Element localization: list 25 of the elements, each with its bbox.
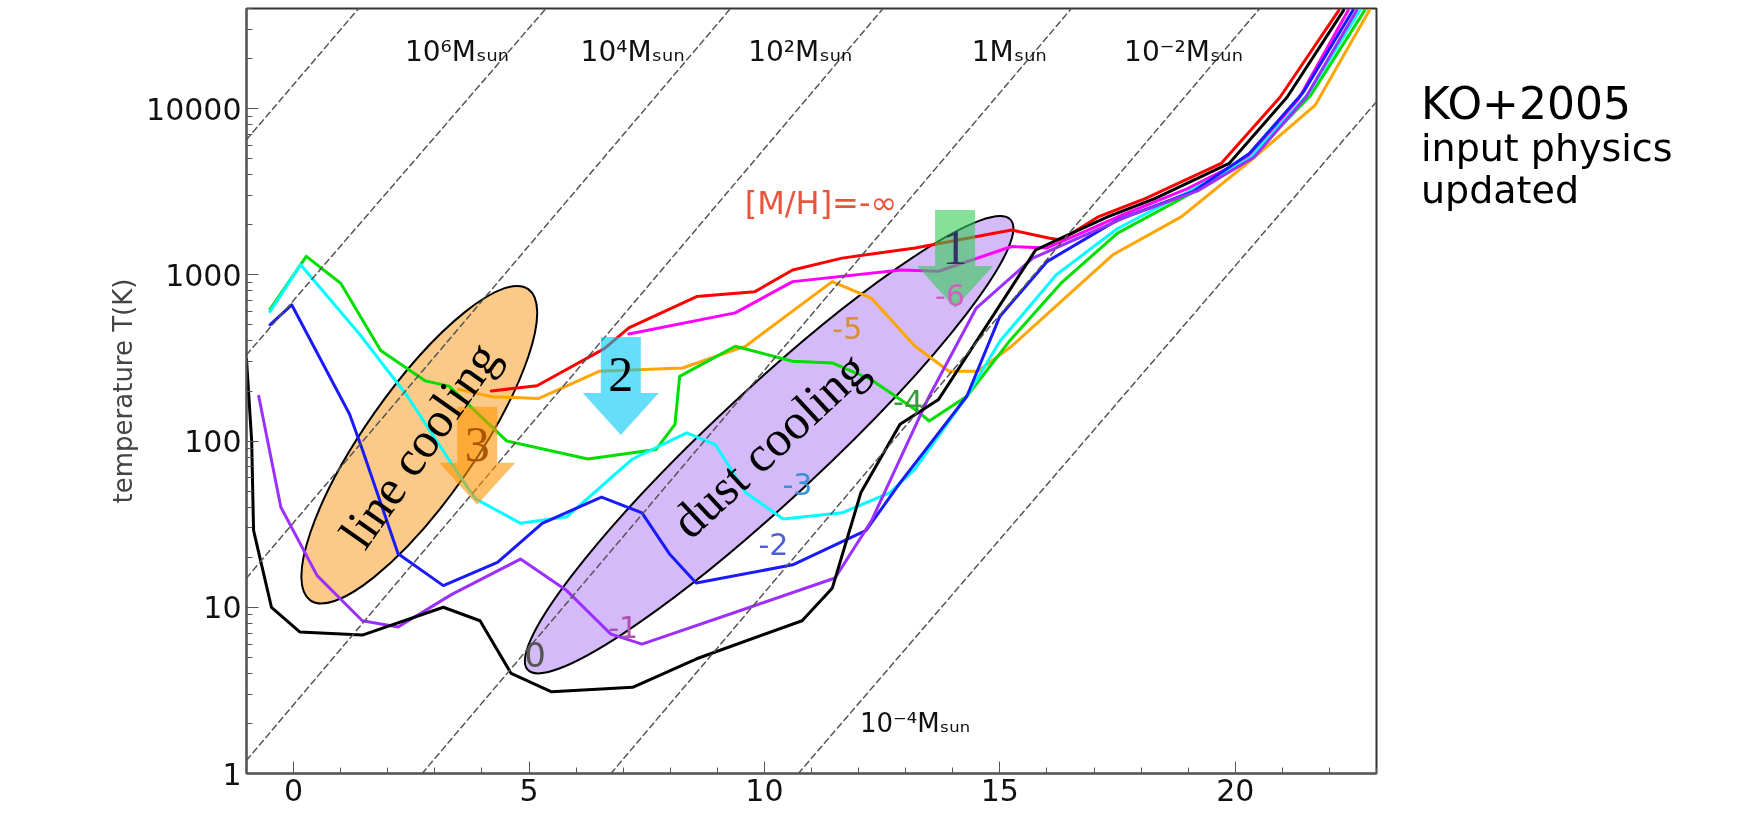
annotation: -5 [832,310,863,346]
y-tick-label: 100 [184,424,242,460]
y-axis-title: temperature T(K) [108,278,139,504]
x-tick-label: 10 [745,772,784,808]
text: KO+2005 [1421,78,1632,129]
x-tick-label: 0 [284,772,304,808]
y-tick-label: 1000 [165,257,242,293]
y-tick-label: 10000 [146,91,242,127]
annotation: 0 [524,634,546,675]
y-tick-label: 10 [203,590,242,626]
annotation: 10⁻²Mₛᵤₙ [1124,35,1243,69]
annotation: [M/H]=-∞ [744,184,898,223]
annotation: -3 [782,467,813,503]
annotation: -2 [758,527,789,563]
annotation: 2 [608,346,634,403]
annotation: 10⁶Mₛᵤₙ [404,35,509,69]
annotation: 10⁴Mₛᵤₙ [580,35,685,69]
x-tick-label: 5 [519,772,539,808]
annotation: 1Mₛᵤₙ [971,35,1047,69]
annotation: 10²Mₛᵤₙ [748,35,853,69]
annotation: 10⁻⁴Mₛᵤₙ [859,708,971,739]
x-tick-label: 20 [1216,772,1255,808]
x-tick-label: 15 [980,772,1019,808]
text: input physics updated [1421,126,1673,213]
y-tick-label: 1 [222,756,242,792]
